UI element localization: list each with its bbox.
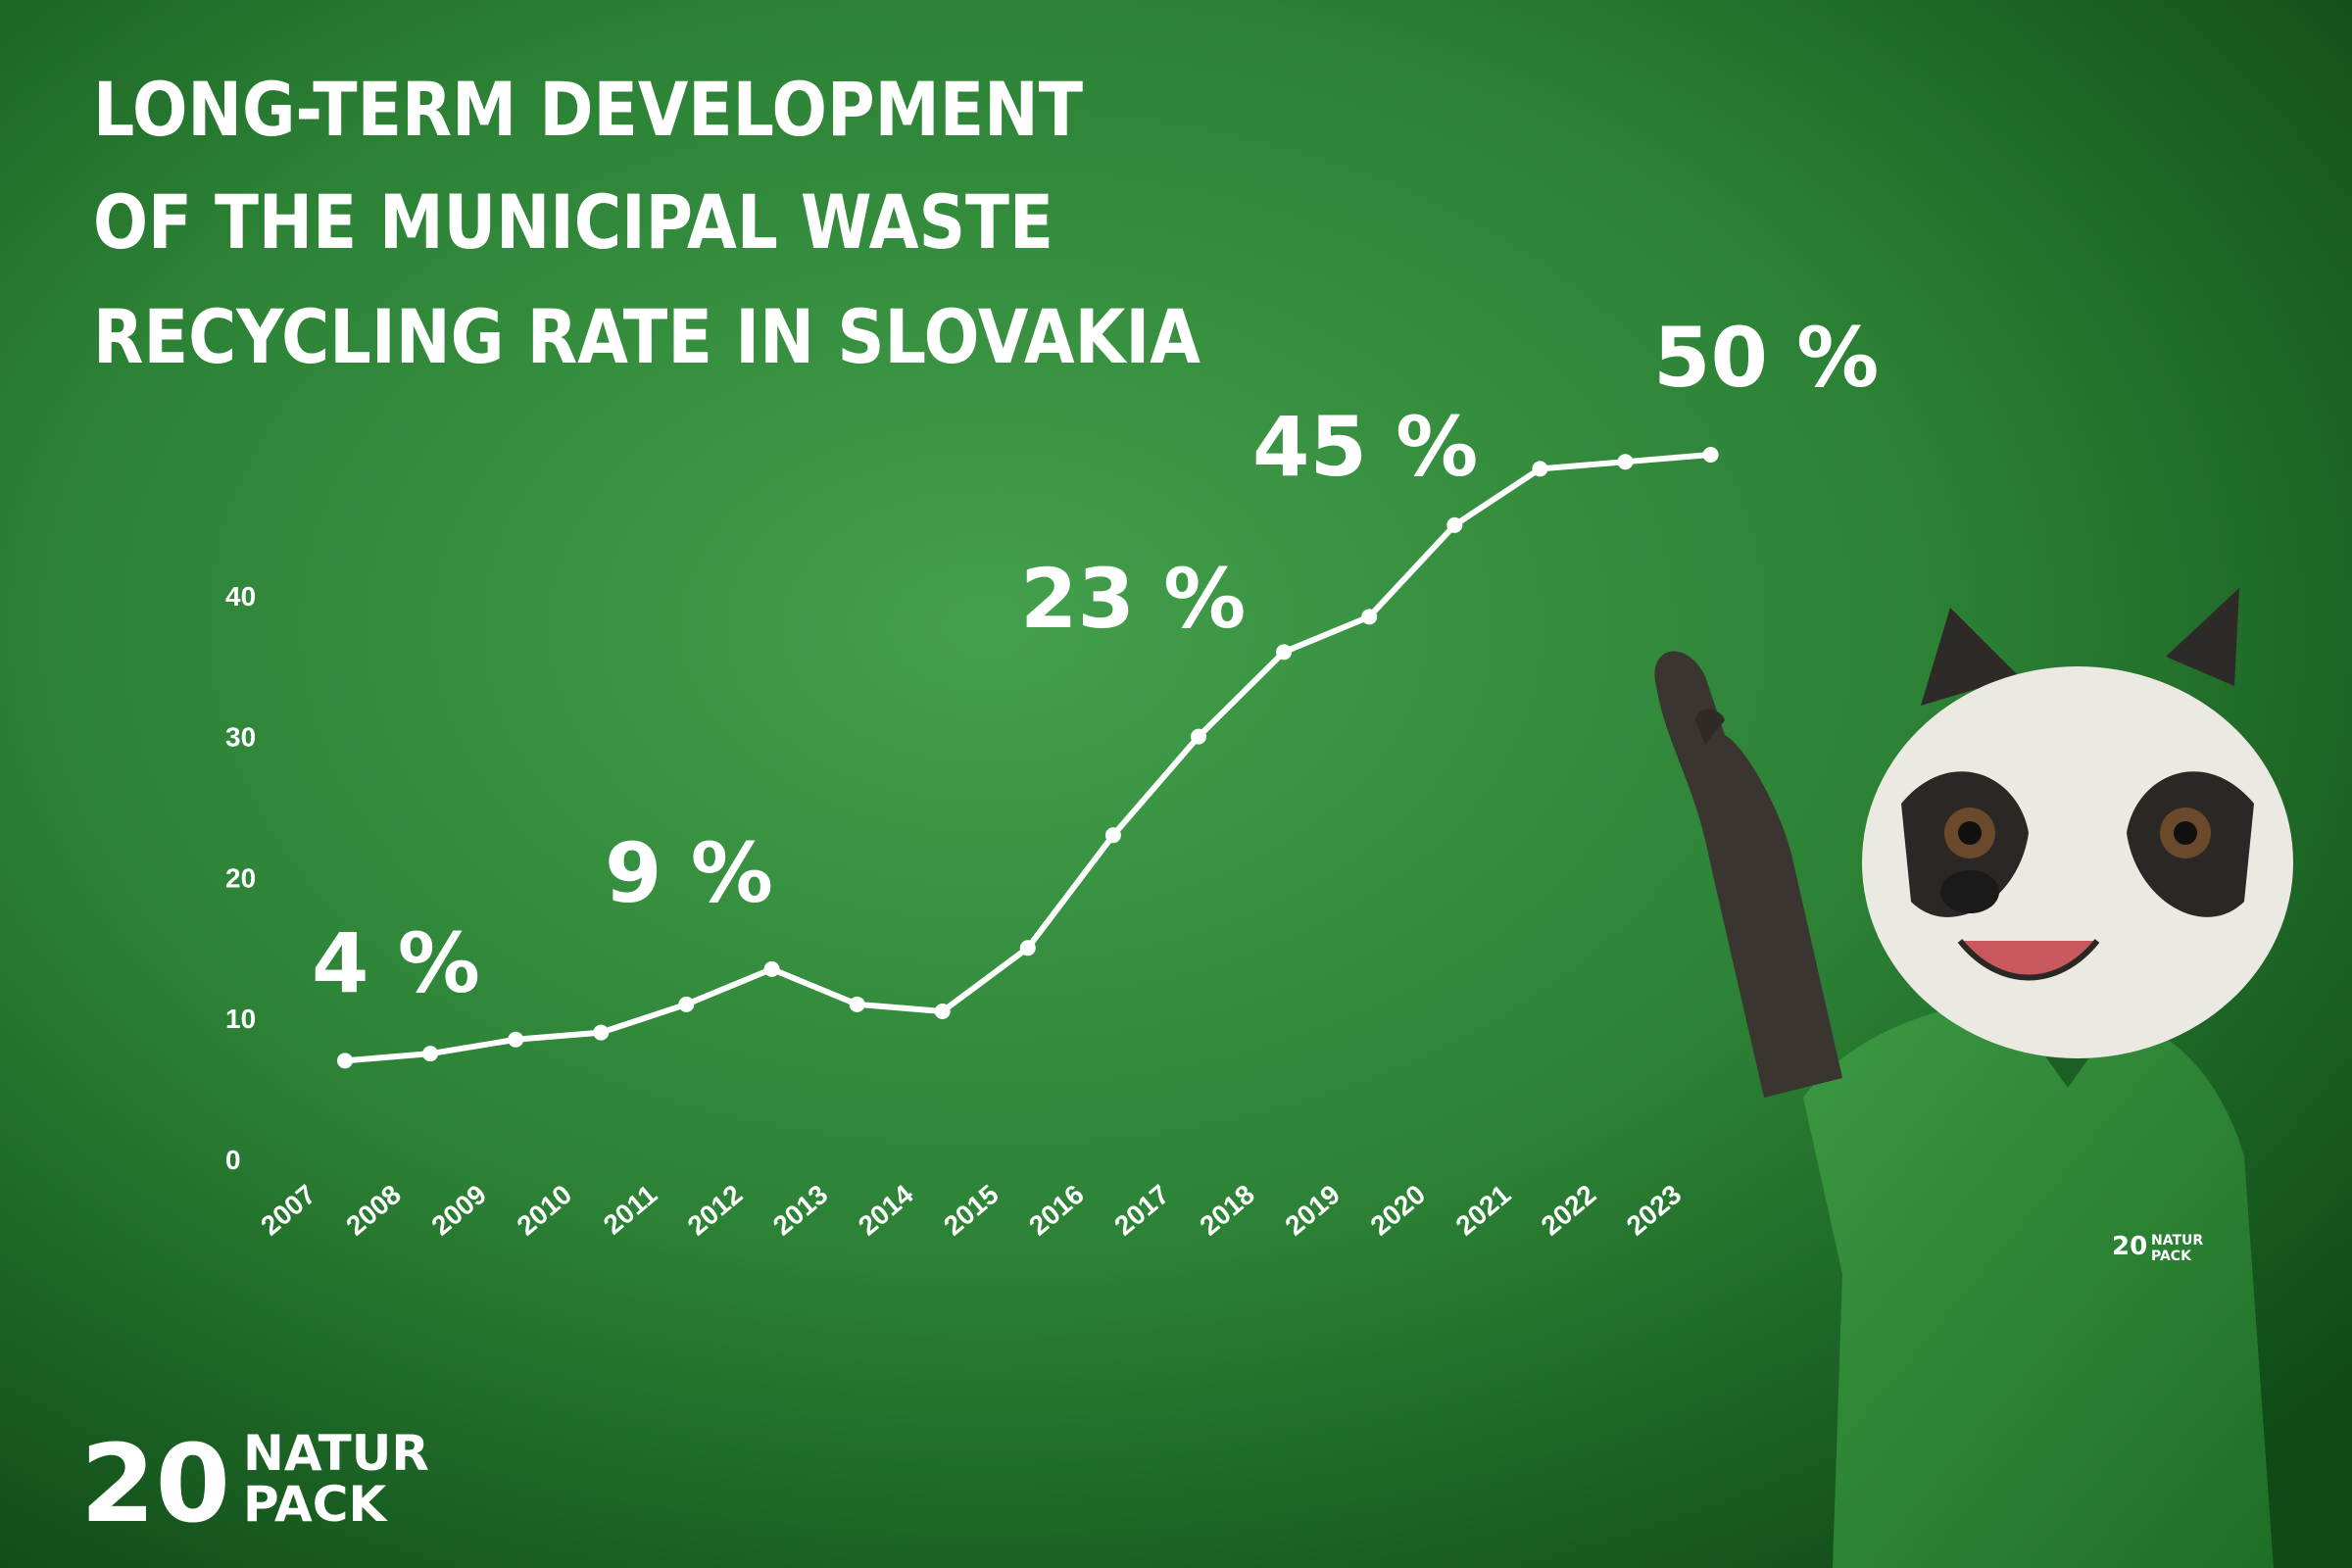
- shirt-logo: 20: [2112, 1232, 2147, 1261]
- title-line: OF THE MUNICIPAL WASTE: [93, 178, 1054, 266]
- y-tick-label: 40: [225, 581, 256, 612]
- logo-text: PACK: [243, 1476, 388, 1533]
- data-point: [934, 1004, 951, 1020]
- pupil: [1958, 821, 1982, 845]
- data-point: [1361, 609, 1378, 625]
- shirt-logo: NATUR: [2151, 1233, 2203, 1249]
- data-point: [1276, 644, 1293, 661]
- annotation: 9 %: [605, 825, 773, 921]
- data-point: [422, 1046, 439, 1062]
- shirt: [1803, 998, 2274, 1568]
- ear: [2166, 588, 2239, 686]
- finger: [1695, 709, 1725, 745]
- data-point: [849, 996, 865, 1012]
- annotation: 45 %: [1252, 399, 1478, 495]
- data-point: [1532, 461, 1548, 477]
- annotation: 23 %: [1020, 551, 1246, 647]
- y-tick-label: 0: [225, 1145, 241, 1175]
- logo: 20 NATUR PACK 20 NATUR PACK: [80, 1232, 2203, 1546]
- head: [1862, 666, 2293, 1058]
- data-point: [763, 960, 780, 977]
- y-tick-label: 20: [225, 862, 256, 893]
- title-line: RECYCLING RATE IN SLOVAKIA: [93, 293, 1200, 380]
- logo-number: 20: [80, 1421, 230, 1546]
- annotation: 4 %: [312, 915, 480, 1011]
- nose: [1940, 870, 1999, 913]
- data-point: [1191, 728, 1206, 745]
- pupil: [2174, 821, 2197, 845]
- data-point: [1702, 447, 1719, 463]
- logo-text: NATUR: [243, 1425, 429, 1482]
- data-point: [1104, 827, 1121, 844]
- shirt-logo: PACK: [2151, 1249, 2192, 1264]
- data-point: [1019, 940, 1036, 956]
- title: LONG-TERM DEVELOPMENT OF THE MUNICIPAL W…: [93, 66, 1200, 380]
- data-point: [508, 1031, 524, 1048]
- annotation: 50 %: [1653, 310, 1879, 406]
- data-point: [678, 996, 695, 1012]
- ear: [1921, 608, 2019, 706]
- mascot: [1654, 588, 2293, 1568]
- data-point: [593, 1024, 610, 1041]
- y-tick-label: 10: [225, 1004, 256, 1034]
- y-tick-label: 30: [225, 722, 256, 753]
- data-point: [337, 1053, 353, 1069]
- mouth: [1957, 939, 2100, 981]
- title-line: LONG-TERM DEVELOPMENT: [93, 66, 1083, 153]
- data-point: [1446, 516, 1463, 533]
- data-point: [1617, 454, 1634, 470]
- arm: [1654, 651, 1842, 1098]
